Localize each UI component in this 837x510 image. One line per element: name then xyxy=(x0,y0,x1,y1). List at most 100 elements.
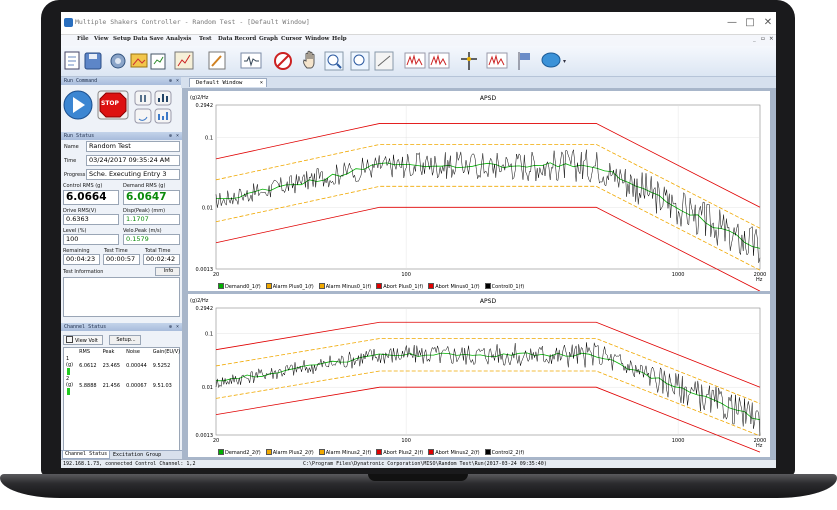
menu-data-save[interactable]: Data Save xyxy=(133,36,164,42)
new-file-icon[interactable] xyxy=(64,51,80,70)
channel-tabs: Channel Status Excitation Group xyxy=(61,450,182,460)
legend-item[interactable]: Alarm Minus0_1(f) xyxy=(318,283,371,290)
menu-analysis[interactable]: Analysis xyxy=(166,36,192,42)
run-command-title: Run Command xyxy=(64,78,98,84)
settings-gear-icon[interactable] xyxy=(110,53,126,69)
run-button[interactable] xyxy=(63,90,93,120)
continue-button[interactable] xyxy=(134,108,152,124)
x-tick-label: 2000 xyxy=(754,272,767,278)
menu-file[interactable]: File xyxy=(77,36,89,42)
mdi-restore-icon[interactable]: ▫ xyxy=(761,36,765,42)
stop-label: STOP xyxy=(101,100,119,107)
x-tick-label: 20 xyxy=(213,272,219,278)
help-balloon-icon[interactable]: ▾ xyxy=(541,52,566,68)
y-tick-label: 0.0013 xyxy=(196,433,214,439)
stop-record-icon[interactable] xyxy=(274,52,292,70)
cursor-icon[interactable] xyxy=(461,52,477,70)
save-icon[interactable] xyxy=(84,52,102,70)
menu-window[interactable]: Window xyxy=(305,36,330,42)
legend-item[interactable]: Alarm Plus0_1(f) xyxy=(265,283,314,290)
menu-help[interactable]: Help xyxy=(332,36,347,42)
legend-item[interactable]: Abort Plus0_1(f) xyxy=(376,283,423,290)
pane-close-icon[interactable]: × xyxy=(175,324,179,330)
info-button[interactable]: Info xyxy=(155,267,180,276)
minimize-button[interactable]: — xyxy=(727,17,737,28)
menu-test[interactable]: Test xyxy=(199,36,212,42)
spectrum-c-icon[interactable] xyxy=(486,52,508,69)
legend-label: Abort Plus0_1(f) xyxy=(383,284,424,290)
pane-close-icon[interactable]: × xyxy=(175,133,179,139)
tab-excitation-group[interactable]: Excitation Group xyxy=(113,452,162,458)
menu-setup[interactable]: Setup xyxy=(113,36,131,42)
tab-close-icon[interactable]: × xyxy=(259,80,263,86)
menu-view[interactable]: View xyxy=(94,36,109,42)
x-tick-label: 2000 xyxy=(754,438,767,444)
legend-item[interactable]: Abort Minus2_2(f) xyxy=(428,449,480,456)
zoom-fit-icon[interactable] xyxy=(350,51,370,71)
mdi-close-icon[interactable]: × xyxy=(769,36,774,42)
level-bars-button[interactable] xyxy=(154,108,172,124)
abort-plus-line xyxy=(215,123,761,208)
legend-item[interactable]: Alarm Plus2_2(f) xyxy=(265,449,314,456)
view-volt-label: View Volt xyxy=(75,338,98,344)
legend-label: Alarm Minus2_2(f) xyxy=(325,450,372,456)
legend-label: Abort Plus2_2(f) xyxy=(383,450,424,456)
bar-chart-button[interactable] xyxy=(154,90,172,106)
legend-swatch xyxy=(376,449,383,455)
pin-icon[interactable]: ⊕ xyxy=(168,133,172,139)
apsd-chart-bottom[interactable]: APSD (g)2/Hz 0.2942 0.1 0.01 0.0013 20 100 1000 2… xyxy=(188,294,770,457)
disp-label: Disp(Peak) (mm) xyxy=(123,208,166,214)
stop-button[interactable] xyxy=(97,90,129,120)
level-value: 100 xyxy=(63,234,119,245)
abort-minus-line xyxy=(215,206,761,292)
toolbar: ▾ xyxy=(61,46,776,77)
pin-icon[interactable]: ⊕ xyxy=(168,324,172,330)
chart-title: APSD xyxy=(480,95,497,102)
run-status-title: Run Status xyxy=(64,133,95,139)
tab-default-window[interactable]: Default Window × xyxy=(189,78,267,87)
chart-setup-icon[interactable] xyxy=(174,51,194,70)
legend-item[interactable]: Alarm Minus2_2(f) xyxy=(318,449,372,456)
menu-data-record[interactable]: Data Record xyxy=(218,36,257,42)
spectrum-a-icon[interactable] xyxy=(404,52,426,69)
zoom-in-icon[interactable] xyxy=(324,51,344,71)
chart-legend: Demand2_2(f) Alarm Plus2_2(f) Alarm Minus2… xyxy=(218,449,529,456)
left-pane: Run Command ⊕ × STOP Run Status ⊕ × Name Ran… xyxy=(61,77,183,460)
mdi-minimize-icon[interactable]: _ xyxy=(753,36,756,42)
channel-setup-button[interactable]: Setup... xyxy=(109,335,141,345)
legend-item[interactable]: Abort Minus0_1(f) xyxy=(428,283,480,290)
view-volt-checkbox[interactable]: View Volt xyxy=(63,335,103,345)
table-row[interactable]: 2 (g) 5.8888 21.456 0.00067 9.51.03 xyxy=(63,376,183,396)
open-folder-icon[interactable] xyxy=(130,53,148,68)
tab-channel-status[interactable]: Channel Status xyxy=(62,451,111,459)
pause-button[interactable] xyxy=(134,90,152,106)
menu-cursor[interactable]: Cursor xyxy=(281,36,302,42)
pan-hand-icon[interactable] xyxy=(303,50,315,69)
maximize-button[interactable]: □ xyxy=(745,17,755,28)
signal-view-icon[interactable] xyxy=(240,52,262,69)
spectrum-b-icon[interactable] xyxy=(428,52,450,69)
flag-icon[interactable] xyxy=(518,52,530,70)
close-button[interactable]: ✕ xyxy=(763,17,773,28)
legend-item[interactable]: Control2_2(f) xyxy=(484,449,524,456)
pin-icon[interactable]: ⊕ xyxy=(168,78,172,84)
channel-cell: 1 (g) xyxy=(63,356,76,376)
plot-area xyxy=(215,104,761,270)
menu-graph[interactable]: Graph xyxy=(259,36,279,42)
time-value: 03/24/2017 09:35:24 AM xyxy=(86,155,180,166)
table-row[interactable]: 1 (g) 6.0612 23.465 0.00044 9.5252 xyxy=(63,356,183,376)
legend-item[interactable]: Control0_1(f) xyxy=(484,283,524,290)
edit-icon[interactable] xyxy=(208,51,226,70)
legend-item[interactable]: Abort Plus2_2(f) xyxy=(376,449,423,456)
channel-table-bg xyxy=(63,347,180,453)
channel-status-header: Channel Status ⊕ × xyxy=(61,323,182,331)
legend-item[interactable]: Demand0_1(f) xyxy=(218,283,261,290)
export-icon[interactable] xyxy=(150,53,166,70)
apsd-chart-top[interactable]: APSD (g)2/Hz 0.2942 0.1 0.01 0.0013 20 100 1000 2… xyxy=(188,91,770,292)
test-info-box[interactable] xyxy=(63,277,180,317)
legend-item[interactable]: Demand2_2(f) xyxy=(218,449,261,456)
zoom-reset-icon[interactable] xyxy=(374,51,394,71)
pane-close-icon[interactable]: × xyxy=(175,78,179,84)
